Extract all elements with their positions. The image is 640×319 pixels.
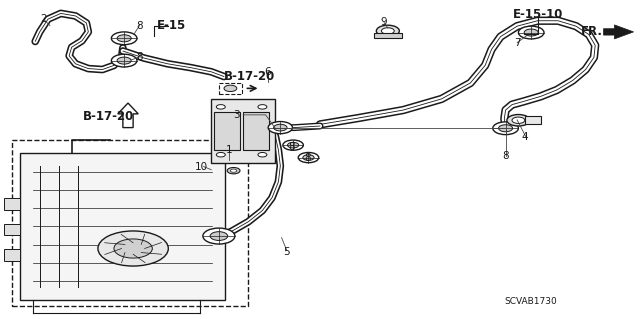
Text: 5: 5 <box>284 247 290 257</box>
Circle shape <box>287 142 299 148</box>
Circle shape <box>303 155 314 160</box>
Circle shape <box>512 117 525 123</box>
Bar <box>4 224 20 235</box>
Circle shape <box>111 54 137 67</box>
Circle shape <box>376 25 399 37</box>
Circle shape <box>268 122 292 134</box>
Bar <box>12 140 248 306</box>
Circle shape <box>298 152 319 163</box>
Circle shape <box>117 35 131 42</box>
Circle shape <box>114 239 152 258</box>
Text: 8: 8 <box>304 153 310 163</box>
Circle shape <box>499 125 513 132</box>
Bar <box>4 198 20 210</box>
Polygon shape <box>118 103 138 128</box>
Circle shape <box>507 115 530 126</box>
Text: 8: 8 <box>502 151 509 161</box>
Bar <box>525 116 541 124</box>
Text: B-17-20: B-17-20 <box>224 70 275 83</box>
Circle shape <box>524 29 538 36</box>
Circle shape <box>210 232 228 241</box>
Text: E-15-10: E-15-10 <box>513 8 563 21</box>
Text: 8: 8 <box>288 142 294 152</box>
Circle shape <box>283 140 303 150</box>
Text: 9: 9 <box>381 17 387 27</box>
Circle shape <box>117 57 131 64</box>
Text: B-17-20: B-17-20 <box>83 110 134 123</box>
Bar <box>20 153 225 300</box>
Text: SCVAB1730: SCVAB1730 <box>505 297 557 306</box>
Circle shape <box>381 28 394 34</box>
Text: E-15: E-15 <box>157 19 186 32</box>
Circle shape <box>216 152 225 157</box>
Text: 3: 3 <box>234 110 240 120</box>
Circle shape <box>227 167 240 174</box>
Text: 6: 6 <box>264 67 271 77</box>
Polygon shape <box>604 25 634 39</box>
Circle shape <box>230 169 237 172</box>
Text: 1: 1 <box>226 145 232 155</box>
Text: 4: 4 <box>522 132 528 142</box>
Bar <box>219 83 242 94</box>
Circle shape <box>493 122 518 135</box>
Text: 7: 7 <box>514 38 520 48</box>
Bar <box>4 249 20 261</box>
Bar <box>243 112 269 150</box>
Text: FR.: FR. <box>581 26 603 38</box>
Circle shape <box>224 85 237 92</box>
Text: 2: 2 <box>40 14 47 24</box>
Circle shape <box>258 105 267 109</box>
Text: 8: 8 <box>136 52 143 63</box>
Text: 10: 10 <box>195 162 208 173</box>
Circle shape <box>111 32 137 45</box>
Bar <box>374 33 402 38</box>
Circle shape <box>274 124 287 131</box>
Text: 8: 8 <box>136 20 143 31</box>
Circle shape <box>203 228 235 244</box>
Circle shape <box>518 26 544 39</box>
Circle shape <box>98 231 168 266</box>
Bar <box>214 112 240 150</box>
Circle shape <box>216 105 225 109</box>
Bar <box>211 99 275 163</box>
Circle shape <box>258 152 267 157</box>
